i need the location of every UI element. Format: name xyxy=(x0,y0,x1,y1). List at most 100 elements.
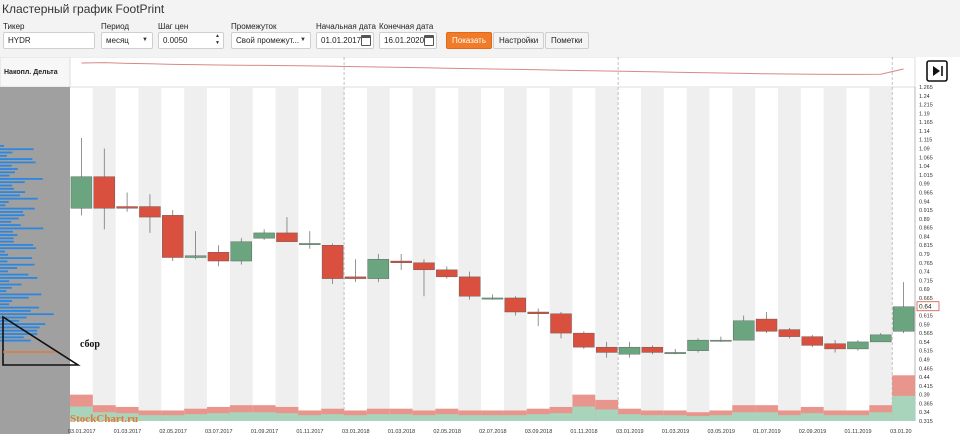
volume-profile xyxy=(0,145,54,342)
profile-bar xyxy=(0,151,13,154)
profile-bar xyxy=(0,230,13,233)
profile-bar xyxy=(0,283,22,286)
volume-bar-buy xyxy=(344,415,367,421)
profile-bar xyxy=(0,201,9,203)
start-date-label: Начальная дата xyxy=(316,22,376,31)
delta-label: Накопл. Дельта xyxy=(4,69,58,76)
start-date-input[interactable]: 01.01.2017 xyxy=(316,32,374,49)
y-tick-label: 0.765 xyxy=(919,261,933,267)
column-stripe xyxy=(777,87,801,421)
range-label: Промежуток xyxy=(231,22,277,31)
profile-bar xyxy=(0,310,31,312)
column-stripes xyxy=(92,87,893,421)
y-tick-label: 1.19 xyxy=(919,111,930,117)
delta-line xyxy=(81,62,904,75)
profile-bar xyxy=(0,290,7,292)
y-tick-label: 0.89 xyxy=(919,217,930,223)
column-stripe xyxy=(823,87,847,421)
profile-bar xyxy=(0,184,13,187)
candle-body xyxy=(162,215,184,258)
volume-bar-buy xyxy=(298,415,322,421)
end-date-input[interactable]: 16.01.2020 xyxy=(379,32,437,49)
range-select[interactable]: Свой промежут... ▼ xyxy=(231,32,311,49)
x-tick-label: 01.11.2017 xyxy=(296,429,323,435)
volume-bar-buy xyxy=(184,414,208,421)
x-tick-label: 01.03.2019 xyxy=(662,429,690,435)
annotation-label: сбор xyxy=(80,339,100,350)
profile-bar xyxy=(0,293,42,296)
volume-bar-buy xyxy=(138,415,162,421)
profile-bar xyxy=(0,316,27,319)
play-icon[interactable] xyxy=(933,66,940,76)
footprint-chart[interactable]: Накопл. Дельта 1.265 1.24 1.215 1.19 1.165 1.… xyxy=(0,57,960,443)
profile-bar xyxy=(0,197,38,200)
candle-body xyxy=(184,255,207,258)
notes-button[interactable]: Пометки xyxy=(545,32,589,49)
candle-body xyxy=(733,320,755,341)
column-stripe xyxy=(275,87,299,421)
x-tick-label: 03.07.2017 xyxy=(205,429,233,435)
profile-bar xyxy=(0,204,6,207)
show-button[interactable]: Показать xyxy=(446,32,493,49)
y-tick-label: 1.215 xyxy=(919,103,933,109)
profile-bar xyxy=(0,329,38,332)
y-axis-ticks: 1.265 1.24 1.215 1.19 1.165 1.14 1.115 1.09 1.06… xyxy=(919,85,933,425)
ticker-input[interactable]: HYDR xyxy=(3,32,95,49)
volume-profile-panel xyxy=(0,87,70,434)
candle-body xyxy=(755,318,778,332)
x-tick-label: 03.01.2017 xyxy=(68,429,96,435)
step-input[interactable]: 0.0050 ▲ ▼ xyxy=(158,32,224,49)
volume-bar-buy xyxy=(435,414,459,421)
volume-bar-buy xyxy=(275,413,299,421)
candle-body xyxy=(139,206,161,218)
range-value: Свой промежут... xyxy=(236,36,300,45)
x-tick-label: 02.05.2018 xyxy=(433,429,461,435)
year-dividers xyxy=(343,57,916,421)
x-tick-label: 01.03.2018 xyxy=(388,429,416,435)
profile-bar xyxy=(0,217,19,220)
candle-body xyxy=(299,243,321,245)
x-tick-label: 01.07.2019 xyxy=(753,429,781,435)
y-tick-label: 0.465 xyxy=(919,366,933,372)
profile-bar xyxy=(0,313,54,316)
candle-body xyxy=(870,334,892,343)
profile-bar xyxy=(0,168,18,170)
spinner-icon[interactable]: ▲ ▼ xyxy=(215,33,220,46)
calendar-icon[interactable] xyxy=(361,35,371,46)
profile-bar xyxy=(0,214,25,217)
y-tick-label: 0.69 xyxy=(919,287,930,293)
y-tick-label: 1.04 xyxy=(919,164,930,170)
volume-bar-buy xyxy=(755,412,778,421)
y-tick-label: 0.39 xyxy=(919,393,930,399)
period-value: месяц xyxy=(106,36,129,45)
end-date-value: 16.01.2020 xyxy=(384,36,425,45)
calendar-icon[interactable] xyxy=(424,35,434,46)
candle-body xyxy=(710,339,732,342)
candle-body xyxy=(892,306,915,332)
volume-bar-buy xyxy=(70,406,93,421)
volume-bar-buy xyxy=(686,416,710,421)
volume-bar-buy xyxy=(572,406,596,421)
settings-button[interactable]: Настройки xyxy=(493,32,545,49)
y-tick-label: 0.59 xyxy=(919,322,930,328)
play-button[interactable] xyxy=(926,60,948,82)
candle-body xyxy=(801,336,823,346)
ticker-label: Тикер xyxy=(3,22,25,31)
volume-bar-buy xyxy=(869,412,893,421)
period-select[interactable]: месяц ▼ xyxy=(101,32,153,49)
profile-bar xyxy=(0,300,13,302)
profile-bar xyxy=(0,220,12,223)
x-tick-label: 03.09.2018 xyxy=(525,429,553,435)
profile-bar xyxy=(0,207,35,210)
profile-bar xyxy=(0,253,9,256)
candle-body xyxy=(824,343,846,350)
volume-bar-buy xyxy=(115,413,139,421)
profile-bar xyxy=(0,224,21,226)
column-stripe xyxy=(732,87,756,421)
chevron-down-icon: ▼ xyxy=(300,37,306,43)
volume-bar-buy xyxy=(640,415,664,421)
x-tick-label: 01.03.2017 xyxy=(114,429,142,435)
last-price-box xyxy=(916,301,940,312)
column-stripe xyxy=(412,87,436,421)
chart-svg: Накопл. Дельта 1.2651.241.2151.191.1651.… xyxy=(0,57,960,443)
